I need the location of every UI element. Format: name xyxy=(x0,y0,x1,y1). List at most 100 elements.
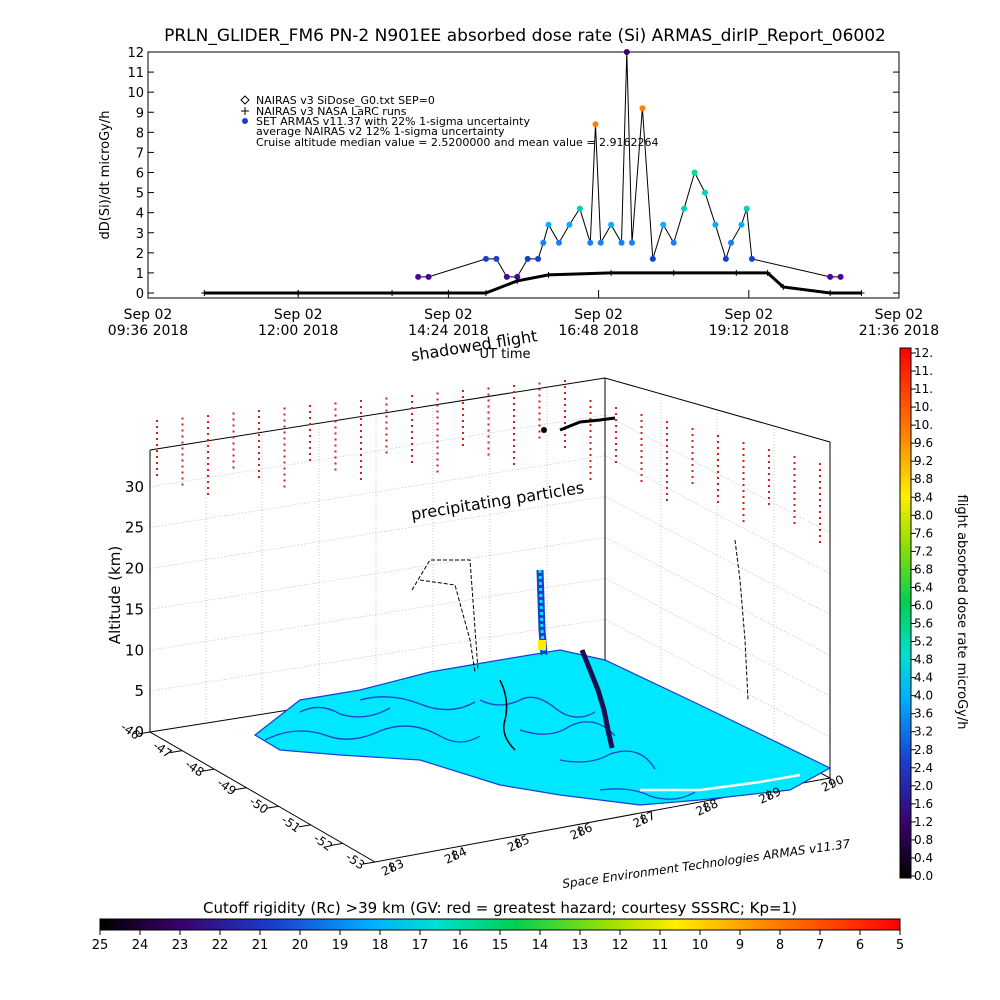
dose-rate-colorbar-ticks: 0.0 0.4 0.8 1.2 1.6 2.0 2.4 2.8 3.2 3.6 4.0 4.4 4.8 5… xyxy=(911,346,933,883)
armas-point xyxy=(738,221,745,228)
dose-rate-tick-label: 1.2 xyxy=(914,815,933,829)
rigidity-tick-label: 16 xyxy=(452,938,469,953)
latitude-tick-label: -51 xyxy=(279,813,303,836)
longitude-tick-mark xyxy=(640,813,645,825)
y-tick-label: 12 xyxy=(127,46,144,61)
nairas-point xyxy=(827,290,834,296)
altitude-axis-label: Altitude (km) xyxy=(106,546,124,644)
nairas-point xyxy=(482,290,489,296)
dose-rate-colorbar: 0.0 0.4 0.8 1.2 1.6 2.0 2.4 2.8 3.2 3.6 4.0 4.4 4.8 5… xyxy=(899,346,969,883)
armas-point xyxy=(592,121,599,128)
armas-point xyxy=(608,221,615,228)
rigidity-tick-label: 19 xyxy=(332,938,349,953)
armas-point xyxy=(837,273,844,280)
y-tick-label: 7 xyxy=(136,146,144,161)
flight-ground-track xyxy=(579,649,615,749)
armas-point xyxy=(743,205,750,212)
armas-point xyxy=(540,239,547,246)
rigidity-tick-label: 22 xyxy=(212,938,229,953)
latitude-tick-mark xyxy=(234,787,247,791)
x-tick-time: 16:48 2018 xyxy=(558,323,638,339)
armas-point xyxy=(514,273,521,280)
latitude-tick-label: -49 xyxy=(215,775,239,798)
x-tick-day: Sep 02 xyxy=(574,307,623,323)
latitude-tick-mark xyxy=(266,805,279,809)
y-tick-label: 10 xyxy=(127,86,144,101)
armas-point xyxy=(748,255,755,262)
armas-point xyxy=(425,273,432,280)
latitude-tick-label: -52 xyxy=(311,831,335,854)
dose-rate-colorbar-fill xyxy=(899,347,912,879)
dose-rate-tick-label: 11. xyxy=(914,382,933,396)
armas-point xyxy=(566,221,573,228)
diamond-marker-icon xyxy=(240,95,250,105)
dose-rate-tick-label: 7.6 xyxy=(914,526,933,540)
rigidity-tick-label: 9 xyxy=(736,938,744,953)
latitude-tick-mark xyxy=(202,768,215,772)
dose-rate-tick-label: 8.4 xyxy=(914,490,933,504)
longitude-tick-mark xyxy=(389,861,394,873)
dose-rate-tick-label: 10. xyxy=(914,418,933,432)
dose-rate-tick-label: 5.2 xyxy=(914,635,933,649)
armas-point xyxy=(712,221,719,228)
armas-point xyxy=(827,273,834,280)
latitude-tick-mark xyxy=(298,824,311,828)
x-tick-time: 21:36 2018 xyxy=(859,323,939,339)
armas-point xyxy=(503,273,510,280)
x-tick-day: Sep 02 xyxy=(424,307,473,323)
land-mass xyxy=(640,773,801,792)
y-tick-label: 4 xyxy=(136,207,144,222)
rigidity-tick-label: 7 xyxy=(816,938,824,953)
rigidity-colorbar: Cutoff rigidity (Rc) >39 km (GV: red = g… xyxy=(92,899,904,953)
longitude-tick-mark xyxy=(515,837,520,849)
longitude-tick-mark xyxy=(766,789,771,801)
dose-rate-tick-label: 2.0 xyxy=(914,779,933,793)
armas-point xyxy=(597,239,604,246)
legend-item-nairas-v2: average NAIRAS v2 12% 1-sigma uncertaint… xyxy=(256,125,505,138)
altitude-tick-label: 5 xyxy=(134,682,144,700)
armas-point xyxy=(728,239,735,246)
dose-rate-tick-label: 0.0 xyxy=(914,869,933,883)
dose-rate-tick-label: 12. xyxy=(914,346,933,360)
dose-rate-tick-label: 9.6 xyxy=(914,436,933,450)
rigidity-tick-label: 13 xyxy=(572,938,589,953)
x-tick-time: 19:12 2018 xyxy=(709,323,789,339)
rigidity-colorbar-label: Cutoff rigidity (Rc) >39 km (GV: red = g… xyxy=(203,899,797,917)
armas-point xyxy=(623,49,630,55)
armas-point xyxy=(482,255,489,262)
dose-rate-tick-label: 10. xyxy=(914,400,933,414)
x-tick-day: Sep 02 xyxy=(274,307,323,323)
dot-marker-icon xyxy=(242,118,248,124)
rigidity-tick-label: 5 xyxy=(896,938,904,953)
dose-rate-colorbar-label: flight absorbed dose rate microGy/h xyxy=(954,495,969,730)
rigidity-tick-label: 17 xyxy=(412,938,429,953)
nairas-point xyxy=(514,277,521,284)
dose-rate-tick-label: 4.8 xyxy=(914,653,933,667)
rigidity-tick-label: 10 xyxy=(692,938,709,953)
y-tick-label: 11 xyxy=(127,66,144,81)
armas-point xyxy=(618,239,625,246)
dose-rate-tick-label: 11. xyxy=(914,364,933,378)
longitude-tick-mark xyxy=(829,777,834,789)
nairas-point xyxy=(764,269,771,276)
latitude-tick-label: -47 xyxy=(150,738,174,761)
flight-top-trace xyxy=(559,416,616,432)
x-axis-label: UT time xyxy=(480,347,531,362)
dose-rate-tick-label: 3.6 xyxy=(914,707,933,721)
plus-marker-icon xyxy=(241,107,249,115)
longitude-tick-label: 285 xyxy=(505,832,532,854)
dose-rate-tick-label: 4.4 xyxy=(914,671,933,685)
y-tick-label: 6 xyxy=(136,167,144,182)
rigidity-tick-label: 14 xyxy=(532,938,549,953)
longitude-tick-label: 284 xyxy=(442,844,469,866)
nairas-point xyxy=(780,283,787,290)
longitude-tick-label: 283 xyxy=(379,856,406,878)
legend-item-nairas-larc: NAIRAS v3 NASA LaRC runs xyxy=(256,105,407,118)
rigidity-tick-label: 12 xyxy=(612,938,629,953)
y-tick-label: 2 xyxy=(136,247,144,262)
armas-point xyxy=(701,189,708,196)
dose-peak-marker xyxy=(538,640,546,650)
armas-point xyxy=(493,255,500,262)
